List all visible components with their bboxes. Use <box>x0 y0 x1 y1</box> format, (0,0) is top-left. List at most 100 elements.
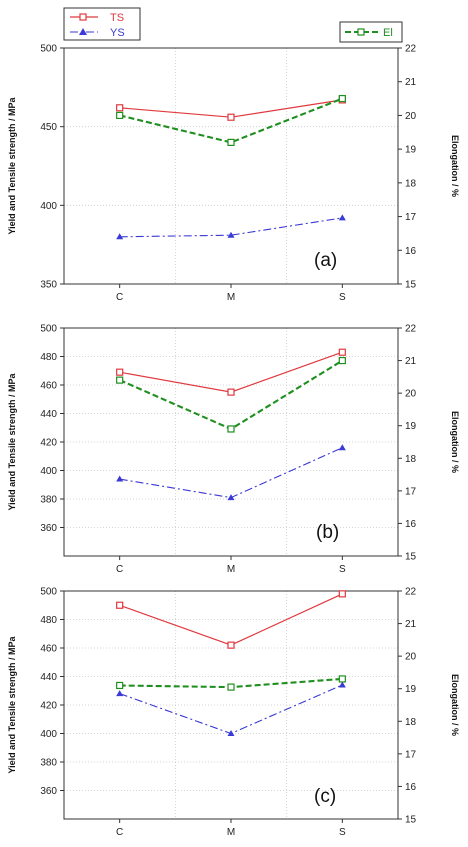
ytick-label: 440 <box>40 672 57 683</box>
legend-label-el: El <box>383 27 393 39</box>
ylabel: Yield and Tensile strength / MPa <box>7 96 17 234</box>
xtick-label: C <box>116 827 123 838</box>
y2tick-label: 17 <box>405 212 417 223</box>
y2tick-label: 22 <box>405 44 417 55</box>
data-point-ts <box>227 388 235 396</box>
y2label: Elongation / % <box>450 411 460 473</box>
y2tick-label: 19 <box>405 421 417 432</box>
data-point-el <box>338 675 346 683</box>
data-point-ys <box>116 475 124 482</box>
panel-label: (a) <box>314 250 337 271</box>
ytick-label: 460 <box>40 644 57 655</box>
y2tick-label: 22 <box>405 587 417 598</box>
ytick-label: 360 <box>40 523 57 534</box>
xtick-label: C <box>116 564 123 575</box>
plot-frame <box>63 590 399 820</box>
data-point-el <box>116 376 124 384</box>
chart-panel-c: 360 380 400 420 440 460 480 500 15 16 17 18 19 20 21 22… <box>7 587 460 839</box>
data-point-el <box>338 94 346 103</box>
legend-label-ys: YS <box>110 27 125 39</box>
ytick-label: 480 <box>40 615 57 626</box>
legend-item-ys: YS <box>70 27 125 39</box>
y2label: Elongation / % <box>450 135 460 197</box>
series-line-ts <box>119 351 343 393</box>
series-line-ys <box>119 217 343 238</box>
ytick-label: 400 <box>40 466 57 477</box>
ytick-label: 500 <box>40 324 57 335</box>
data-point-el <box>227 138 235 146</box>
y2tick-label: 19 <box>405 684 417 695</box>
series-line-ts <box>119 593 343 646</box>
xtick-label: M <box>227 827 235 838</box>
data-point-ts <box>338 590 346 598</box>
legend-left: TS YS <box>63 7 141 41</box>
y2tick-label: 17 <box>405 749 417 760</box>
series-line-el <box>119 97 343 144</box>
data-point-ts <box>227 113 235 121</box>
y2tick-label: 15 <box>405 552 417 563</box>
data-point-ys <box>116 690 124 697</box>
xtick-label: S <box>339 564 346 575</box>
ytick-label: 500 <box>40 587 57 598</box>
data-point-el <box>116 111 124 120</box>
ytick-label: 450 <box>40 122 57 133</box>
data-point-ys <box>227 494 235 501</box>
data-point-el <box>227 425 235 433</box>
ytick-label: 500 <box>40 44 57 55</box>
ytick-label: 380 <box>40 758 57 769</box>
y2tick-label: 20 <box>405 389 417 400</box>
data-point-el <box>116 681 124 690</box>
plot-frame <box>63 47 399 285</box>
y2tick-label: 15 <box>405 280 417 291</box>
y2tick-label: 20 <box>405 652 417 663</box>
chart-panel-b: 360 380 400 420 440 460 480 500 15 16 17 18 19 20 21 22… <box>7 324 460 576</box>
xtick-label: M <box>227 292 235 303</box>
data-point-ts <box>338 348 346 356</box>
ytick-label: 360 <box>40 786 57 797</box>
y2tick-label: 18 <box>405 454 417 465</box>
data-point-ts <box>116 601 124 609</box>
data-point-ys <box>116 233 124 240</box>
ylabel: Yield and Tensile strength / MPa <box>7 635 17 773</box>
y2tick-label: 16 <box>405 782 417 793</box>
ytick-label: 440 <box>40 409 57 420</box>
series-line-ys <box>119 684 343 735</box>
data-point-el <box>338 356 346 365</box>
ytick-label: 460 <box>40 381 57 392</box>
data-point-ys <box>338 444 346 451</box>
y2tick-label: 20 <box>405 111 417 122</box>
data-point-ys <box>338 214 346 221</box>
y2tick-label: 21 <box>405 77 417 88</box>
ytick-label: 350 <box>40 280 57 291</box>
y2tick-label: 16 <box>405 246 417 257</box>
y2tick-label: 18 <box>405 717 417 728</box>
xtick-label: S <box>339 827 346 838</box>
chart-panel-a: 350 400 450 500 15 16 17 18 19 20 21 22 C M S Yield and… <box>7 44 460 304</box>
data-point-el <box>227 683 235 691</box>
series-line-ys <box>119 447 343 499</box>
data-point-ys <box>227 231 235 238</box>
y2tick-label: 16 <box>405 519 417 530</box>
y2tick-label: 22 <box>405 324 417 335</box>
data-point-ts <box>116 368 124 376</box>
ytick-label: 380 <box>40 495 57 506</box>
y2label: Elongation / % <box>450 674 460 736</box>
legend-label-ts: TS <box>110 12 124 24</box>
data-point-ts <box>227 641 235 649</box>
data-point-ys <box>227 730 235 736</box>
panel-label: (b) <box>316 522 339 543</box>
legend-item-ts: TS <box>70 12 124 24</box>
y2tick-label: 21 <box>405 619 417 630</box>
y2tick-label: 19 <box>405 145 417 156</box>
ytick-label: 400 <box>40 201 57 212</box>
data-point-ys <box>338 681 346 688</box>
ylabel: Yield and Tensile strength / MPa <box>7 372 17 510</box>
y2tick-label: 15 <box>405 815 417 826</box>
xtick-label: M <box>227 564 235 575</box>
legend-right: El <box>339 21 403 43</box>
data-point-ts <box>116 104 124 112</box>
ytick-label: 420 <box>40 701 57 712</box>
y2tick-label: 17 <box>405 486 417 497</box>
ytick-label: 480 <box>40 352 57 363</box>
